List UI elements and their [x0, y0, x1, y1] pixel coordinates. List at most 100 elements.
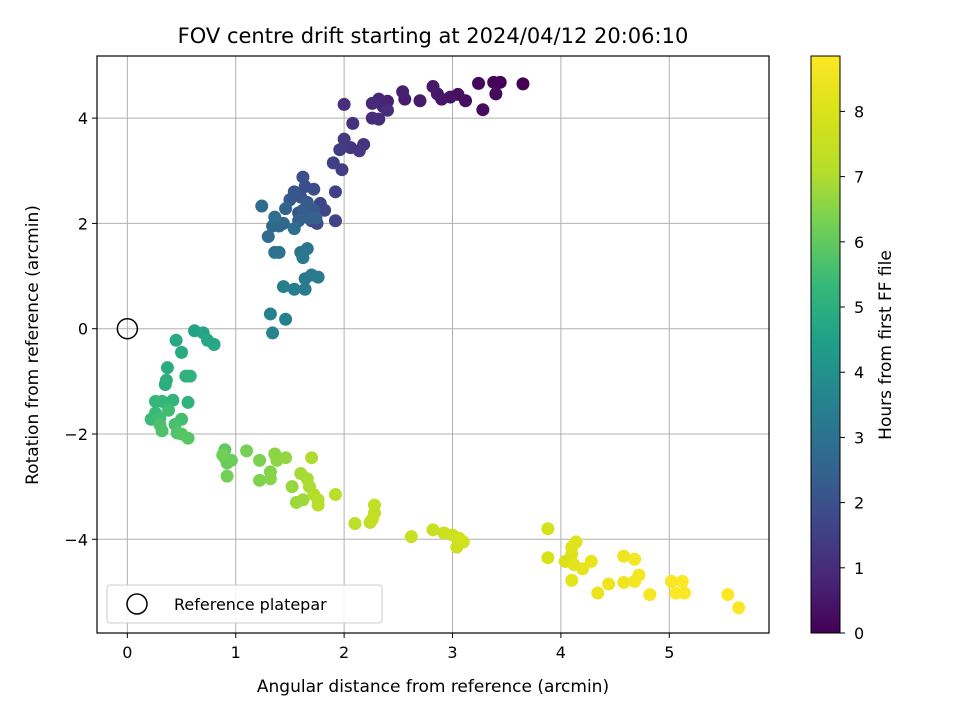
data-point — [296, 251, 310, 265]
data-point — [541, 522, 555, 536]
data-point — [346, 116, 360, 130]
data-point — [169, 333, 183, 347]
data-point — [155, 424, 169, 438]
colorbar-tick-label: 6 — [854, 233, 864, 252]
data-point — [591, 586, 605, 600]
x-axis-label: Angular distance from reference (arcmin) — [257, 677, 609, 697]
data-point — [311, 270, 325, 284]
data-point — [162, 403, 176, 417]
data-point — [516, 77, 530, 91]
data-point — [602, 577, 616, 591]
data-point — [216, 448, 230, 462]
colorbar-tick-label: 5 — [854, 298, 864, 317]
colorbar-tick-label: 3 — [854, 428, 864, 447]
data-point — [396, 85, 410, 99]
data-point — [263, 472, 277, 486]
data-point — [677, 586, 691, 600]
data-point — [372, 112, 386, 126]
data-point — [541, 551, 555, 565]
data-point — [309, 211, 323, 225]
data-point — [287, 222, 301, 236]
x-tick-label: 4 — [556, 643, 566, 662]
data-point — [337, 97, 351, 111]
data-point — [166, 393, 180, 407]
data-point — [380, 103, 394, 117]
x-tick-label: 5 — [664, 643, 674, 662]
data-point — [181, 431, 195, 445]
data-point — [268, 210, 282, 224]
grid-lines — [97, 56, 769, 633]
y-tick-label: −4 — [64, 530, 88, 549]
data-point — [296, 493, 310, 507]
data-point — [426, 80, 440, 94]
colorbar-tick-label: 1 — [854, 559, 864, 578]
data-point — [489, 87, 503, 101]
data-point — [160, 361, 174, 375]
colorbar: 0 1 2 3 4 5 6 7 8 Hours from first FF file — [810, 55, 896, 643]
legend-marker — [126, 593, 148, 615]
data-point — [333, 143, 347, 157]
data-point — [298, 282, 312, 296]
legend: Reference platepar — [106, 584, 383, 624]
data-point — [276, 280, 290, 294]
legend-box — [106, 584, 383, 624]
data-point — [305, 451, 319, 465]
plot-frame — [96, 55, 770, 634]
data-point — [240, 444, 254, 458]
chart-title: FOV centre drift starting at 2024/04/12 … — [178, 24, 689, 48]
data-point — [576, 562, 590, 576]
y-axis-ticks: −4 −2 0 2 4 — [64, 109, 97, 549]
data-point — [272, 245, 286, 259]
data-point — [287, 282, 301, 296]
data-point — [318, 203, 332, 217]
data-point — [328, 214, 342, 228]
data-point — [643, 588, 657, 602]
data-point — [296, 170, 310, 184]
data-point — [279, 202, 293, 216]
y-tick-label: 4 — [78, 109, 88, 128]
data-point — [664, 574, 678, 588]
data-point — [337, 132, 351, 146]
data-point — [584, 554, 598, 568]
data-point — [476, 103, 490, 117]
data-points — [144, 75, 746, 615]
data-point — [261, 230, 275, 244]
data-point — [365, 96, 379, 110]
data-point — [311, 498, 325, 512]
y-tick-label: 2 — [78, 214, 88, 233]
data-point — [263, 307, 277, 321]
data-point — [253, 473, 267, 487]
data-point — [220, 469, 234, 483]
x-tick-label: 1 — [231, 643, 241, 662]
data-point — [181, 395, 195, 409]
data-point — [149, 394, 163, 408]
colorbar-tick-label: 0 — [854, 624, 864, 643]
data-point — [365, 512, 379, 526]
data-point — [404, 530, 418, 544]
data-point — [266, 326, 280, 340]
x-tick-label: 3 — [447, 643, 457, 662]
reference-point — [116, 317, 139, 340]
y-tick-label: −2 — [64, 425, 88, 444]
data-point — [632, 568, 646, 582]
data-point — [487, 75, 501, 89]
data-point — [675, 574, 689, 588]
x-axis-ticks: 0 1 2 3 4 5 — [122, 633, 674, 662]
data-point — [328, 185, 342, 199]
data-point — [328, 488, 342, 502]
colorbar-gradient — [810, 55, 841, 634]
data-point — [207, 338, 221, 351]
data-point — [253, 453, 267, 467]
colorbar-tick-label: 4 — [854, 363, 864, 382]
data-point — [426, 523, 440, 537]
data-point — [335, 163, 349, 177]
x-tick-label: 0 — [122, 643, 132, 662]
data-point — [183, 369, 197, 383]
data-point — [732, 601, 746, 615]
data-point — [456, 535, 470, 549]
x-tick-label: 2 — [339, 643, 349, 662]
data-point — [348, 516, 362, 530]
data-point — [285, 480, 299, 494]
data-point — [255, 199, 269, 213]
colorbar-ticks: 0 1 2 3 4 5 6 7 8 — [840, 102, 864, 643]
